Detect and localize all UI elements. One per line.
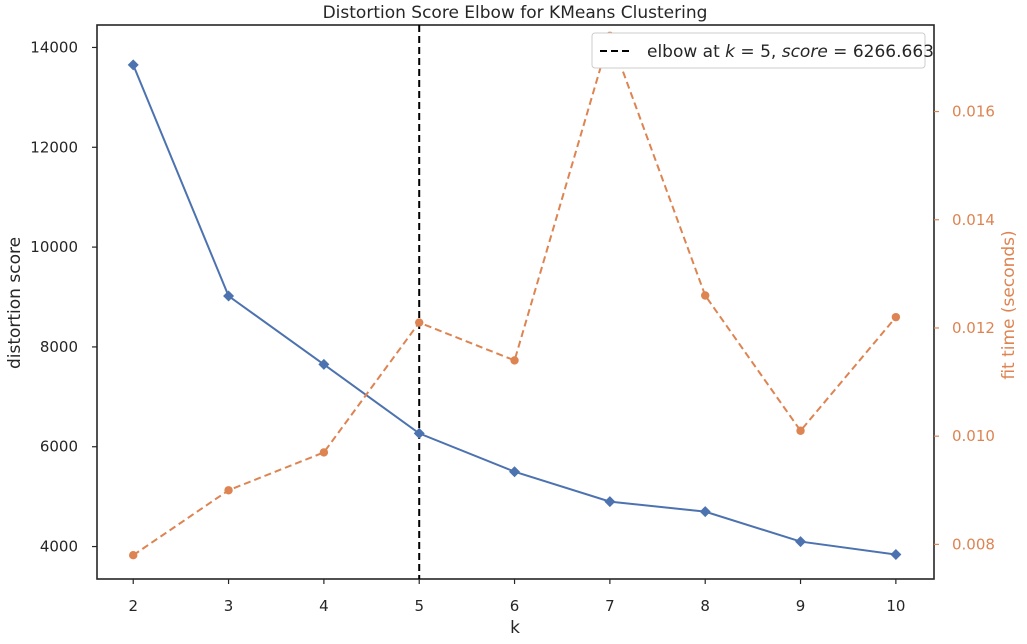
y-tick-label: 8000 <box>40 338 78 356</box>
x-tick-label: 7 <box>605 597 615 615</box>
y-tick-label: 10000 <box>30 238 78 256</box>
fit-time-point <box>510 356 519 365</box>
y2-tick-label: 0.008 <box>952 535 995 553</box>
x-tick-label: 10 <box>886 597 905 615</box>
x-tick-label: 2 <box>128 597 138 615</box>
distortion-point <box>699 506 711 518</box>
fit-time-point <box>796 426 805 435</box>
fit-time-point <box>129 550 138 560</box>
x-tick-label: 5 <box>414 597 424 615</box>
fit-time-point <box>701 291 710 300</box>
plot-frame <box>96 24 935 580</box>
x-tick-label: 8 <box>700 597 710 615</box>
fit-time-point <box>891 312 901 322</box>
x-tick-label: 6 <box>510 597 520 615</box>
distortion-point <box>509 466 521 478</box>
y-tick-label: 6000 <box>40 438 78 456</box>
x-tick-label: 9 <box>796 597 806 615</box>
y2-axis-label: fit time (seconds) <box>999 230 1019 379</box>
distortion-point <box>413 427 425 439</box>
legend-elbow-label: elbow at k = 5, score = 6266.663 <box>647 42 934 62</box>
x-tick-label: 3 <box>224 597 234 615</box>
fit-time-line <box>132 32 897 557</box>
distortion-point <box>318 358 330 370</box>
y2-tick-label: 0.016 <box>952 103 995 121</box>
y-tick-label: 12000 <box>30 138 78 156</box>
y2-tick-label: 0.012 <box>952 319 995 337</box>
fit-time-point <box>319 448 329 457</box>
distortion-line <box>132 64 897 556</box>
fit-time-series <box>129 31 901 560</box>
legend: elbow at k = 5, score = 6266.663 <box>591 32 934 69</box>
y-axis-ticks: 4000 6000 8000 10000 12000 14000 <box>30 38 97 556</box>
y-tick-label: 14000 <box>30 38 78 56</box>
distortion-point <box>223 290 235 302</box>
distortion-point <box>127 59 139 71</box>
y2-tick-label: 0.014 <box>952 211 995 229</box>
distortion-point <box>795 536 807 548</box>
fit-time-point <box>224 486 233 495</box>
legend-box <box>591 32 926 69</box>
y2-axis-ticks: 0.008 0.010 0.012 0.014 0.016 <box>934 103 995 553</box>
y-tick-label: 4000 <box>40 538 78 556</box>
y2-tick-label: 0.010 <box>952 427 995 445</box>
y-axis-label: distortion score <box>5 237 25 369</box>
distortion-series <box>127 59 902 561</box>
x-tick-label: 4 <box>319 597 329 615</box>
x-axis-label: k <box>510 618 520 638</box>
distortion-point <box>890 549 902 561</box>
chart-title: Distortion Score Elbow for KMeans Cluste… <box>323 3 708 23</box>
fit-time-point <box>415 318 424 327</box>
distortion-point <box>604 496 616 508</box>
x-axis-ticks: 2 3 4 5 6 7 8 9 10 <box>128 579 905 615</box>
